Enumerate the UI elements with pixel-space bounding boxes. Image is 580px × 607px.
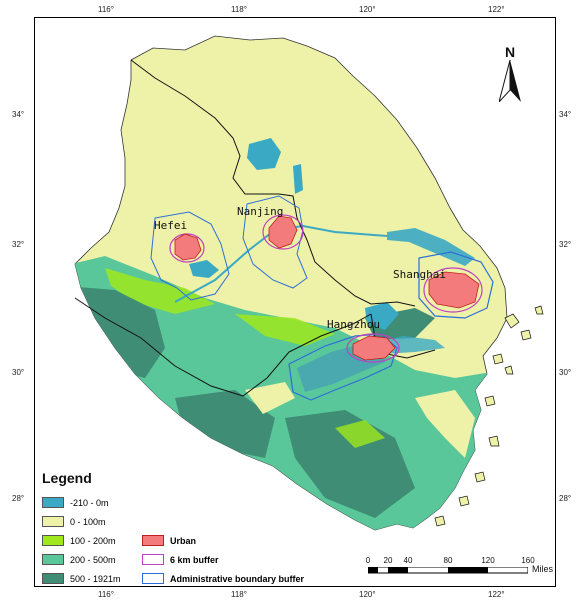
legend-label: 500 - 1921m bbox=[70, 573, 121, 584]
elevation-zone-500-1921m-b bbox=[175, 390, 275, 458]
north-letter: N bbox=[504, 44, 516, 60]
lat-right-tick: 32° bbox=[559, 240, 572, 249]
lon-top-tick: 122° bbox=[488, 5, 505, 14]
scale-bar-tick-label: 160 bbox=[521, 556, 535, 565]
map-canvas bbox=[74, 35, 544, 531]
legend-swatch bbox=[42, 554, 64, 565]
lon-bottom-tick: 118° bbox=[231, 590, 247, 599]
legend-swatch bbox=[42, 516, 64, 527]
admin-buffer-nanjing bbox=[242, 195, 308, 289]
admin-buffer-hefei bbox=[150, 211, 230, 301]
urban-nanjing bbox=[268, 215, 298, 249]
lake-taihu bbox=[365, 302, 399, 330]
north-arrow: N bbox=[498, 44, 521, 107]
buffer-6km-hangzhou bbox=[346, 333, 400, 363]
admin-buffer-hangzhou bbox=[288, 333, 398, 401]
admin-buffer-shanghai bbox=[418, 251, 494, 319]
lon-top-tick: 120° bbox=[359, 5, 376, 14]
legend-swatch bbox=[42, 573, 64, 584]
lat-left-tick: 30° bbox=[12, 368, 25, 377]
legend-label: 6 km buffer bbox=[170, 554, 219, 565]
lon-bottom-tick: 116° bbox=[98, 590, 114, 599]
legend-title: Legend bbox=[42, 470, 92, 486]
lat-right-tick: 34° bbox=[559, 110, 572, 119]
elevation-zone-100-200m-a bbox=[105, 268, 215, 314]
legend-item-elevation: -210 - 0m bbox=[42, 497, 109, 508]
yangtze-estuary bbox=[387, 228, 475, 266]
legend-label: Urban bbox=[170, 535, 197, 546]
urban-hefei bbox=[174, 233, 202, 261]
lat-left-tick: 34° bbox=[12, 110, 25, 119]
lon-top-tick: 118° bbox=[231, 5, 247, 14]
map-frame bbox=[34, 17, 556, 587]
legend-label: 0 - 100m bbox=[70, 516, 106, 527]
north-arrow-icon bbox=[498, 59, 521, 103]
lon-bottom-tick: 122° bbox=[488, 590, 505, 599]
scale-bar-unit: Miles bbox=[532, 564, 554, 574]
legend-label: 100 - 200m bbox=[70, 535, 116, 546]
buffer-6km-shanghai bbox=[423, 267, 483, 313]
urban-hangzhou bbox=[352, 335, 396, 361]
city-label-hefei: Hefei bbox=[154, 219, 188, 232]
elevation-zone-100-200m-b bbox=[235, 314, 335, 346]
city-label-shanghai: Shanghai bbox=[393, 268, 446, 281]
city-label-hangzhou: Hangzhou bbox=[327, 318, 380, 331]
scale-bar-tick-label: 40 bbox=[403, 556, 413, 565]
legend-item-elevation: 200 - 500m bbox=[42, 554, 116, 565]
legend-item-elevation: 0 - 100m bbox=[42, 516, 106, 527]
legend-item-feature: Administrative boundary buffer bbox=[142, 573, 304, 584]
scale-bar-tick-label: 120 bbox=[481, 556, 495, 565]
legend-item-feature: Urban bbox=[142, 535, 196, 546]
legend-item-feature: 6 km buffer bbox=[142, 554, 219, 565]
scale-bar-tick-label: 0 bbox=[365, 556, 371, 565]
buffer-6km-nanjing bbox=[262, 214, 304, 250]
elevation-zone-0-100m-coastal bbox=[415, 390, 475, 458]
city-label-nanjing: Nanjing bbox=[237, 205, 284, 218]
lat-left-tick: 28° bbox=[12, 494, 25, 503]
legend-label: 200 - 500m bbox=[70, 554, 116, 565]
legend-swatch bbox=[142, 554, 164, 565]
lake-chaohu bbox=[189, 260, 219, 278]
elevation-zone-0-100m-valley bbox=[245, 382, 295, 414]
offshore-islands bbox=[434, 305, 544, 527]
lat-right-tick: 28° bbox=[559, 494, 572, 503]
legend-swatch bbox=[42, 535, 64, 546]
urban-shanghai bbox=[428, 271, 480, 309]
lon-bottom-tick: 120° bbox=[359, 590, 376, 599]
elevation-zone-100-200m-c bbox=[335, 420, 385, 448]
scale-bar-tick-label: 20 bbox=[383, 556, 393, 565]
lat-right-tick: 30° bbox=[559, 368, 572, 377]
scale-bar-graphic bbox=[368, 567, 528, 574]
legend-swatch bbox=[142, 535, 164, 546]
province-boundary-south bbox=[74, 297, 372, 397]
lake-gaoyou bbox=[293, 164, 303, 194]
lat-left-tick: 32° bbox=[12, 240, 25, 249]
province-boundary bbox=[130, 59, 416, 307]
buffer-6km-hefei bbox=[169, 233, 205, 263]
legend-label: Administrative boundary buffer bbox=[170, 573, 305, 584]
lon-top-tick: 116° bbox=[98, 5, 114, 14]
legend-item-elevation: 500 - 1921m bbox=[42, 573, 121, 584]
legend-label: -210 - 0m bbox=[70, 497, 109, 508]
lake-hongze bbox=[247, 138, 281, 170]
legend-item-elevation: 100 - 200m bbox=[42, 535, 116, 546]
legend-swatch bbox=[142, 573, 164, 584]
legend-swatch bbox=[42, 497, 64, 508]
scale-bar-tick-label: 80 bbox=[443, 556, 453, 565]
